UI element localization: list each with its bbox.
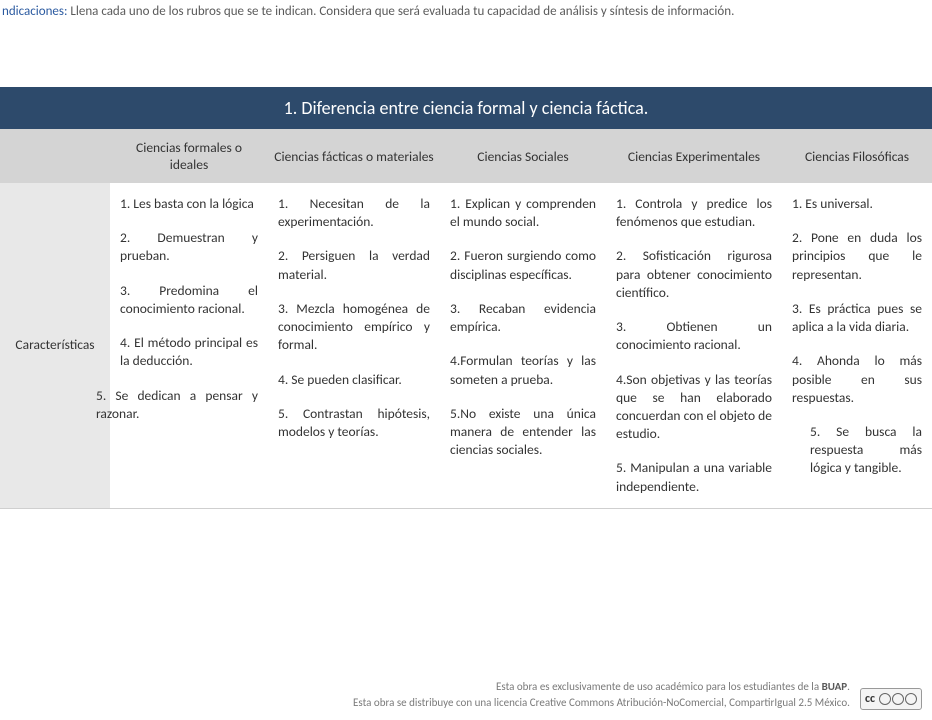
- cell-experimentales: 1. Controla y predice los fenómenos que …: [606, 183, 782, 508]
- list-item: 5. Contrastan hipótesis, modelos y teorí…: [278, 405, 430, 441]
- list-item: 3. Mezcla homogénea de conocimiento empí…: [278, 300, 430, 355]
- list-item: 3. Recaban evidencia empírica.: [450, 300, 596, 336]
- list-item: 2. Demuestran y prueban.: [120, 229, 258, 265]
- header-blank: [0, 129, 110, 183]
- list-item: 3. Es práctica pues se aplica a la vida …: [792, 300, 922, 336]
- header-formales: Ciencias formales o ideales: [110, 129, 268, 183]
- cell-facticas: 1. Necesitan de la experimentación. 2. P…: [268, 183, 440, 508]
- list-item: 3. Obtienen un conocimiento racional.: [616, 318, 772, 354]
- cc-license-icon: cc: [860, 688, 922, 710]
- row-label-caracteristicas: Características: [0, 183, 110, 508]
- table-row: Características 1. Les basta con la lógi…: [0, 183, 932, 508]
- footer: Esta obra es exclusivamente de uso acadé…: [0, 675, 932, 714]
- list-item: 1. Necesitan de la experimentación.: [278, 195, 430, 231]
- cell-formales: 1. Les basta con la lógica 2. Demuestran…: [110, 183, 268, 508]
- list-item: 5.No existe una única manera de entender…: [450, 405, 596, 460]
- footer-line1-suffix: .: [847, 680, 850, 693]
- spacer: [0, 27, 932, 87]
- header-sociales: Ciencias Sociales: [440, 129, 606, 183]
- list-item: 5. Manipulan a una variable independient…: [616, 459, 772, 495]
- list-item: 4.Son objetivas y las teorías que se han…: [616, 371, 772, 444]
- header-facticas: Ciencias fácticas o materiales: [268, 129, 440, 183]
- cc-label: cc: [865, 692, 875, 706]
- list-item: 2. Pone en duda los principios que le re…: [792, 229, 922, 284]
- cc-by-icon: [879, 693, 891, 705]
- list-item: 1. Les basta con la lógica: [120, 195, 258, 213]
- header-experimentales: Ciencias Experimentales: [606, 129, 782, 183]
- list-item: 2. Fueron surgiendo como disciplinas esp…: [450, 247, 596, 283]
- table-title: 1. Diferencia entre ciencia formal y cie…: [0, 87, 932, 129]
- footer-text: Esta obra es exclusivamente de uso acadé…: [353, 679, 850, 710]
- list-item: 4. Se pueden clasificar.: [278, 371, 430, 389]
- table-header-row: Ciencias formales o ideales Ciencias fác…: [0, 129, 932, 183]
- footer-buap: BUAP: [822, 680, 848, 693]
- list-item: 2. Persiguen la verdad material.: [278, 247, 430, 283]
- list-item: 4. Ahonda lo más posible en sus respuest…: [792, 352, 922, 407]
- list-item: 4. El método principal es la deducción.: [120, 334, 258, 370]
- comparison-table: Ciencias formales o ideales Ciencias fác…: [0, 129, 932, 509]
- footer-line1-prefix: Esta obra es exclusivamente de uso acadé…: [496, 680, 822, 693]
- cell-sociales: 1. Explican y comprenden el mundo social…: [440, 183, 606, 508]
- list-item: 1. Explican y comprenden el mundo social…: [450, 195, 596, 231]
- list-item: 5. Se busca la respuesta más lógica y ta…: [810, 423, 922, 478]
- list-item: 1. Controla y predice los fenómenos que …: [616, 195, 772, 231]
- instructions-label: ndicaciones:: [2, 4, 67, 19]
- header-filosoficas: Ciencias Filosóficas: [782, 129, 932, 183]
- list-item: 5. Se dedican a pensar y razonar.: [96, 387, 258, 423]
- footer-line2: Esta obra se distribuye con una licencia…: [353, 695, 850, 710]
- cell-filosoficas: 1. Es universal. 2. Pone en duda los pri…: [782, 183, 932, 508]
- cc-sa-icon: [905, 693, 917, 705]
- instructions-bar: ndicaciones: Llena cada uno de los rubro…: [0, 0, 932, 27]
- list-item: 1. Es universal.: [792, 195, 922, 213]
- list-item: 2. Sofisticación rigurosa para obtener c…: [616, 247, 772, 302]
- instructions-text: Llena cada uno de los rubros que se te i…: [67, 4, 734, 19]
- list-item: 4.Formulan teorías y las someten a prueb…: [450, 352, 596, 388]
- cc-nc-icon: [892, 693, 904, 705]
- list-item: 3. Predomina el conocimiento racional.: [120, 282, 258, 318]
